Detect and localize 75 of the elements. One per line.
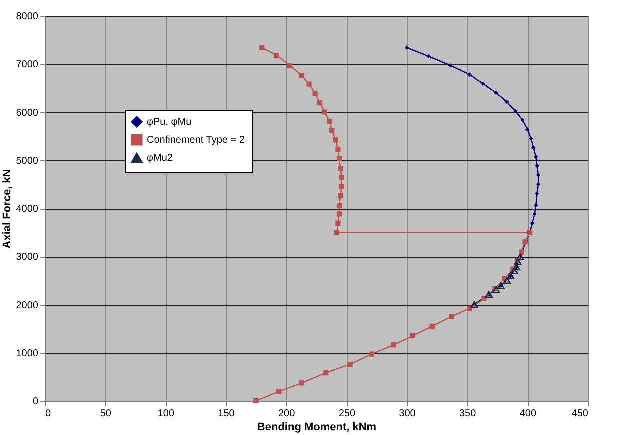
y-tick-label: 2000	[16, 300, 39, 312]
legend-label: Confinement Type = 2	[147, 135, 246, 146]
point	[520, 118, 525, 123]
y-tick-label: 4000	[16, 204, 39, 215]
point	[306, 82, 312, 87]
point	[529, 136, 534, 141]
x-tick-label: 350	[459, 408, 477, 420]
point	[299, 380, 305, 386]
point	[535, 164, 540, 168]
point	[492, 286, 500, 294]
legend-label: φPu, φMu	[147, 117, 192, 128]
x-axis-title: Bending Moment, kNm	[257, 422, 377, 434]
point	[339, 184, 344, 190]
point	[532, 146, 536, 150]
y-tick-label: 8000	[16, 12, 39, 22]
y-tick-label: 7000	[16, 60, 39, 71]
point	[468, 72, 472, 77]
x-tick-label: 250	[338, 408, 356, 420]
point	[534, 154, 538, 160]
x-tick-label: 0	[46, 408, 52, 420]
y-tick-label: 0	[32, 396, 39, 408]
point	[338, 166, 344, 172]
point	[287, 63, 292, 68]
point	[260, 45, 265, 50]
point	[327, 118, 332, 124]
point	[299, 73, 305, 78]
point	[336, 147, 341, 152]
y-axis-title: Axial Force, kN	[1, 169, 14, 249]
point	[334, 230, 340, 236]
point	[336, 203, 342, 208]
y-tick-label: 1000	[16, 348, 39, 360]
point	[519, 250, 524, 255]
point	[318, 100, 323, 106]
point	[369, 352, 375, 357]
point	[448, 63, 453, 68]
point	[391, 342, 396, 348]
y-tick-label: 5000	[16, 156, 39, 167]
x-tick-label: 300	[399, 408, 416, 420]
point	[530, 221, 535, 226]
point	[324, 370, 329, 376]
point	[330, 128, 335, 134]
point	[339, 175, 344, 180]
y-tick-label: 6000	[16, 108, 39, 119]
point	[410, 333, 416, 339]
x-tick-label: 450	[572, 408, 589, 420]
point	[336, 212, 342, 217]
point	[505, 100, 510, 104]
x-tick-label: 400	[520, 408, 537, 420]
point	[274, 52, 280, 58]
legend-label: φMu2	[147, 153, 174, 164]
point	[482, 296, 487, 302]
point	[536, 182, 541, 187]
point	[503, 277, 511, 284]
point	[526, 127, 530, 132]
point	[322, 110, 328, 115]
point	[535, 191, 540, 196]
point	[467, 306, 472, 312]
point	[430, 324, 435, 329]
x-tick-label: 150	[218, 408, 236, 420]
point	[336, 220, 341, 226]
point	[336, 156, 342, 162]
point	[254, 398, 259, 404]
point	[338, 192, 344, 198]
point	[449, 314, 454, 320]
x-tick-label: 100	[158, 408, 175, 420]
point	[513, 109, 518, 114]
y-tick-label: 3000	[16, 252, 39, 264]
point	[534, 203, 538, 208]
point	[348, 362, 353, 367]
x-tick-label: 50	[100, 408, 112, 420]
point	[510, 268, 518, 274]
point	[333, 138, 338, 143]
point	[276, 389, 282, 394]
point	[312, 90, 318, 96]
x-tick-label: 200	[278, 408, 296, 420]
